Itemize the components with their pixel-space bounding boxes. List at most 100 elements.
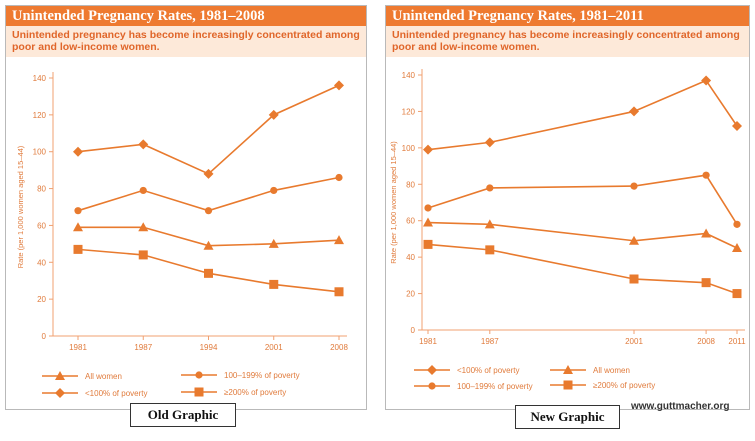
data-point-100-199-of-poverty bbox=[139, 186, 147, 195]
data-point-100-of-poverty bbox=[732, 121, 742, 131]
legend-label: All women bbox=[85, 372, 122, 381]
y-tick-label: 80 bbox=[37, 185, 46, 194]
legend-label: <100% of poverty bbox=[457, 366, 519, 375]
plot-area: 0 20 40 60 80 100 120 140 1981 1987 1994 2001 2008 Ra… bbox=[16, 72, 348, 398]
legend-marker bbox=[428, 382, 436, 390]
legend-item-all-women: All women bbox=[42, 371, 122, 381]
legend-label: <100% of poverty bbox=[85, 389, 147, 398]
series-line-100-199-of-poverty bbox=[77, 176, 340, 212]
data-point-200-of-poverty bbox=[204, 268, 213, 278]
data-point-100-of-poverty bbox=[629, 106, 639, 117]
data-point-100-of-poverty bbox=[138, 139, 149, 150]
x-tick-label: 1987 bbox=[481, 337, 499, 346]
data-point-all-women bbox=[138, 222, 149, 232]
legend-marker bbox=[427, 365, 437, 375]
y-tick-label: 60 bbox=[406, 217, 415, 226]
legend-label: ≥200% of poverty bbox=[593, 381, 655, 390]
data-point-all-women bbox=[73, 222, 83, 232]
new-chart-subtitle: Unintended pregnancy has become increasi… bbox=[386, 26, 749, 57]
x-tick-label: 1981 bbox=[419, 337, 437, 346]
series-line-200-of-poverty bbox=[427, 243, 738, 295]
data-point-100-of-poverty bbox=[203, 168, 214, 179]
data-point-200-of-poverty bbox=[629, 274, 639, 284]
y-tick-label: 100 bbox=[402, 144, 416, 153]
data-point-all-women bbox=[334, 235, 344, 245]
y-tick-label: 0 bbox=[42, 332, 47, 341]
data-point-200-of-poverty bbox=[732, 289, 742, 299]
series-line-100-of-poverty bbox=[77, 84, 340, 175]
data-point-100-199-of-poverty bbox=[486, 184, 494, 192]
series-all-women bbox=[423, 217, 742, 253]
data-point-100-of-poverty bbox=[73, 146, 83, 157]
legend-label: All women bbox=[593, 366, 630, 375]
new-graphic-caption: New Graphic bbox=[515, 405, 620, 429]
y-tick-label: 40 bbox=[37, 258, 46, 267]
data-point-100-199-of-poverty bbox=[424, 204, 432, 212]
new-chart-title: Unintended Pregnancy Rates, 1981–2011 bbox=[386, 6, 749, 26]
old-graphic-caption: Old Graphic bbox=[130, 403, 236, 427]
legend-item-200-of-poverty: ≥200% of poverty bbox=[181, 387, 286, 397]
legend-label: 100–199% of poverty bbox=[457, 382, 533, 391]
series-100-of-poverty bbox=[73, 80, 344, 179]
x-tick-label: 2011 bbox=[728, 337, 746, 346]
data-point-200-of-poverty bbox=[485, 245, 495, 255]
data-point-100-199-of-poverty bbox=[270, 186, 278, 195]
legend-marker bbox=[55, 371, 65, 380]
data-point-100-199-of-poverty bbox=[335, 173, 343, 182]
old-chart-title: Unintended Pregnancy Rates, 1981–2008 bbox=[6, 6, 366, 26]
data-point-100-of-poverty bbox=[423, 144, 433, 155]
series-line-100-199-of-poverty bbox=[427, 174, 738, 225]
x-tick-label: 2001 bbox=[265, 343, 283, 352]
legend-label: ≥200% of poverty bbox=[224, 388, 286, 397]
data-point-100-of-poverty bbox=[268, 109, 279, 120]
plot-area: 0 20 40 60 80 100 120 140 1981 1987 2001 2008 2011 Ra… bbox=[389, 69, 746, 391]
y-tick-label: 140 bbox=[402, 71, 416, 80]
old-line-chart: 0 20 40 60 80 100 120 140 1981 1987 1994 2001 2008 Ra… bbox=[16, 72, 348, 398]
series-100-199-of-poverty bbox=[74, 173, 343, 215]
data-point-all-women bbox=[629, 235, 639, 245]
series-100-199-of-poverty bbox=[424, 171, 741, 228]
legend-marker bbox=[55, 388, 65, 398]
data-point-200-of-poverty bbox=[334, 287, 344, 297]
data-point-100-199-of-poverty bbox=[702, 171, 710, 179]
data-point-100-199-of-poverty bbox=[630, 182, 638, 190]
y-axis-label: Rate (per 1,000 women aged 15–44) bbox=[16, 145, 25, 268]
data-point-all-women bbox=[268, 238, 279, 248]
y-tick-label: 100 bbox=[33, 148, 47, 157]
x-tick-label: 1981 bbox=[69, 343, 87, 352]
y-tick-label: 20 bbox=[406, 290, 415, 299]
y-tick-label: 80 bbox=[406, 180, 415, 189]
legend-marker bbox=[194, 387, 204, 397]
series-200-of-poverty bbox=[423, 239, 742, 299]
data-point-200-of-poverty bbox=[269, 279, 279, 289]
y-tick-label: 140 bbox=[33, 74, 47, 83]
data-point-200-of-poverty bbox=[701, 278, 711, 288]
y-tick-label: 20 bbox=[37, 295, 46, 304]
data-point-100-199-of-poverty bbox=[733, 220, 741, 228]
data-point-200-of-poverty bbox=[423, 239, 433, 249]
data-point-100-of-poverty bbox=[484, 137, 495, 148]
old-chart-subtitle: Unintended pregnancy has become increasi… bbox=[6, 26, 366, 57]
data-point-200-of-poverty bbox=[138, 250, 148, 260]
old-graphic-panel: Unintended Pregnancy Rates, 1981–2008 Un… bbox=[5, 5, 367, 410]
data-point-all-women bbox=[423, 217, 433, 227]
series-line-all-women bbox=[427, 221, 738, 249]
source-credit: www.guttmacher.org bbox=[631, 401, 730, 412]
x-tick-label: 2008 bbox=[330, 343, 348, 352]
x-tick-label: 2001 bbox=[625, 337, 643, 346]
legend-item-100-of-poverty: <100% of poverty bbox=[42, 388, 147, 398]
x-tick-label: 1994 bbox=[200, 343, 218, 352]
new-graphic-panel: Unintended Pregnancy Rates, 1981–2011 Un… bbox=[385, 5, 750, 410]
y-tick-label: 0 bbox=[411, 326, 416, 335]
legend-marker bbox=[563, 380, 573, 390]
y-tick-label: 120 bbox=[33, 111, 47, 120]
series-200-of-poverty bbox=[73, 244, 344, 297]
series-all-women bbox=[73, 222, 344, 250]
data-point-100-199-of-poverty bbox=[74, 207, 82, 215]
legend-item-100-199-of-poverty: 100–199% of poverty bbox=[181, 371, 300, 380]
data-point-all-women bbox=[701, 228, 712, 238]
series-100-of-poverty bbox=[423, 75, 742, 155]
legend-item-all-women: All women bbox=[550, 365, 630, 375]
y-tick-label: 60 bbox=[37, 221, 46, 230]
legend-item-200-of-poverty: ≥200% of poverty bbox=[550, 380, 655, 390]
